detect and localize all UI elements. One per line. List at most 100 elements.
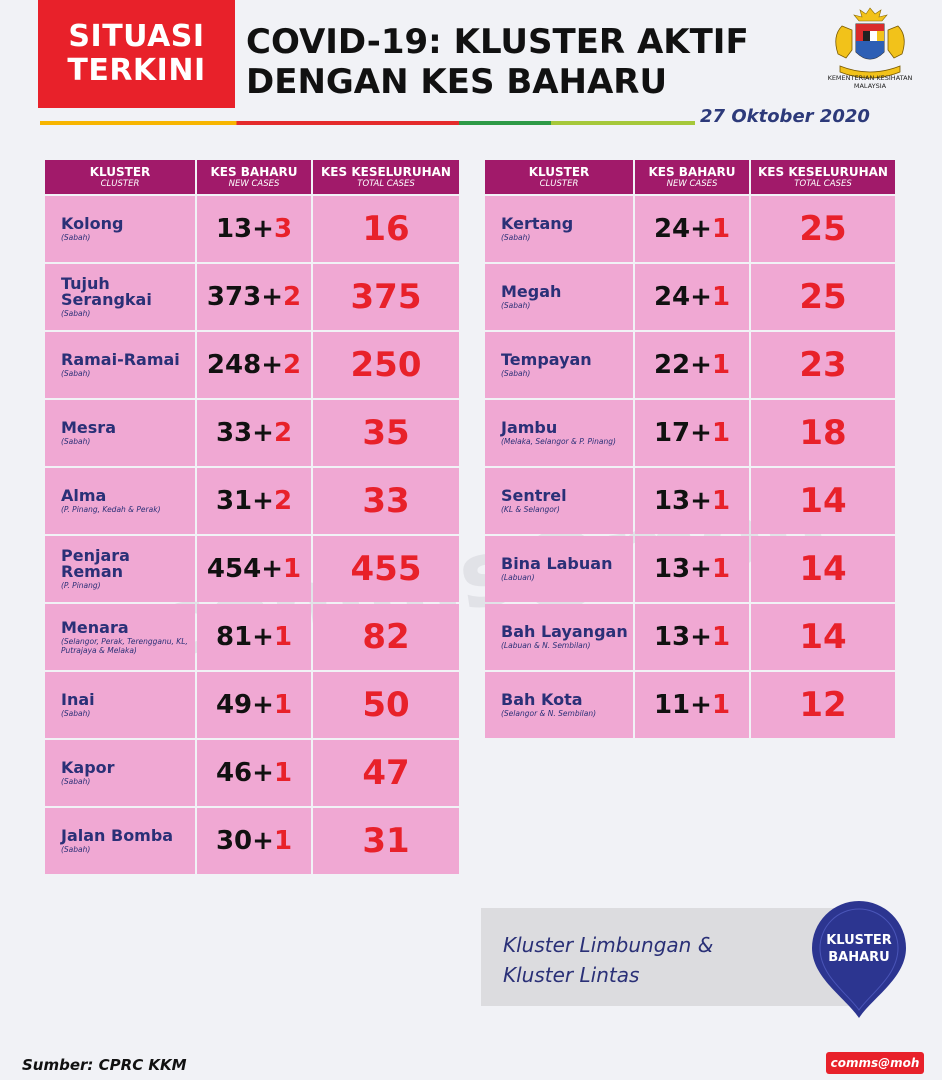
- cluster-name-cell: Jalan Bomba (Sabah): [45, 808, 195, 874]
- new-cases-cell: 11+1: [635, 672, 749, 738]
- cluster-name-cell: Mesra (Sabah): [45, 400, 195, 466]
- table-row: Mesra (Sabah) 33+2 35: [45, 400, 459, 466]
- cluster-name: Jalan Bomba: [61, 826, 174, 845]
- table-row: Kolong (Sabah) 13+3 16: [45, 196, 459, 262]
- previous-count: 30+: [215, 826, 274, 856]
- total-cases-cell: 25: [751, 264, 895, 330]
- badge-line1: SITUASI: [68, 19, 205, 54]
- cluster-name-cell: Kertang (Sabah): [485, 196, 633, 262]
- new-increment: 1: [711, 690, 731, 720]
- cluster-name: Kertang: [501, 214, 574, 233]
- new-cases-cell: 13+1: [635, 604, 749, 670]
- table-row: Jambu (Melaka, Selangor & P. Pinang) 17+1 1…: [485, 400, 895, 466]
- comms-logo: comms@moh: [826, 1052, 924, 1074]
- title-line1: COVID-19: KLUSTER AKTIF: [246, 22, 749, 62]
- new-cases-cell: 454+1: [197, 536, 311, 602]
- total-cases-cell: 23: [751, 332, 895, 398]
- cluster-region: (Sabah): [61, 309, 91, 318]
- cluster-name: Mesra: [61, 418, 116, 437]
- previous-count: 24+: [653, 214, 712, 244]
- new-increment: 1: [711, 214, 731, 244]
- total-cases-cell: 14: [751, 604, 895, 670]
- new-increment: 1: [711, 282, 731, 312]
- new-cluster-line2: Kluster Lintas: [503, 963, 640, 987]
- cluster-name-cell: Bah Kota (Selangor & N. Sembilan): [485, 672, 633, 738]
- total-cases-cell: 455: [313, 536, 459, 602]
- new-cases-cell: 13+3: [197, 196, 311, 262]
- new-increment: 1: [711, 486, 731, 516]
- new-cases-cell: 33+2: [197, 400, 311, 466]
- new-increment: 2: [273, 486, 293, 516]
- new-cases-cell: 46+1: [197, 740, 311, 806]
- new-increment: 1: [282, 554, 302, 584]
- cluster-region: (Sabah): [61, 437, 91, 446]
- total-cases-cell: 250: [313, 332, 459, 398]
- new-increment: 1: [711, 350, 731, 380]
- table-row: Inai (Sabah) 49+1 50: [45, 672, 459, 738]
- new-cluster-list: Kluster Limbungan & Kluster Lintas: [503, 930, 763, 990]
- title-line2: DENGAN KES BAHARU: [246, 62, 668, 102]
- cluster-name-cell: Kapor (Sabah): [45, 740, 195, 806]
- total-cases-cell: 18: [751, 400, 895, 466]
- cluster-name-cell: Bah Layangan (Labuan & N. Sembilan): [485, 604, 633, 670]
- cluster-name: Tempayan: [501, 350, 592, 369]
- cluster-name: Bah Layangan: [501, 622, 628, 641]
- cluster-region: (Sabah): [61, 369, 91, 378]
- cluster-name: Menara: [61, 617, 129, 637]
- cluster-region: (Sabah): [501, 369, 531, 378]
- total-cases-cell: 47: [313, 740, 459, 806]
- previous-count: 454+: [206, 554, 283, 584]
- previous-count: 11+: [653, 690, 712, 720]
- cluster-name-cell: Megah (Sabah): [485, 264, 633, 330]
- new-cluster-line1: Kluster Limbungan &: [503, 933, 714, 957]
- cluster-name: Tujuh Serangkai: [61, 274, 152, 309]
- header-total-cases: KES KESELURUHAN TOTAL CASES: [313, 160, 459, 194]
- pin-label-line2: BAHARU: [828, 950, 889, 965]
- new-cases-cell: 13+1: [635, 468, 749, 534]
- previous-count: 24+: [653, 282, 712, 312]
- cluster-name-cell: Alma (P. Pinang, Kedah & Perak): [45, 468, 195, 534]
- cluster-name-cell: Penjara Reman (P. Pinang): [45, 536, 195, 602]
- previous-count: 248+: [206, 350, 283, 380]
- cluster-name: Bah Kota: [501, 690, 583, 709]
- total-cases-cell: 82: [313, 604, 459, 670]
- cluster-name-cell: Tempayan (Sabah): [485, 332, 633, 398]
- table-header-row: KLUSTER CLUSTER KES BAHARU NEW CASES KES K…: [485, 160, 895, 194]
- cluster-name-cell: Jambu (Melaka, Selangor & P. Pinang): [485, 400, 633, 466]
- ministry-label: KEMENTERIAN KESIHATAN MALAYSIA: [800, 74, 940, 90]
- right-cluster-table: KLUSTER CLUSTER KES BAHARU NEW CASES KES K…: [483, 158, 897, 740]
- total-cases-cell: 35: [313, 400, 459, 466]
- new-cases-cell: 30+1: [197, 808, 311, 874]
- new-increment: 2: [282, 350, 302, 380]
- new-increment: 3: [273, 214, 293, 244]
- cluster-region: (Labuan & N. Sembilan): [501, 641, 591, 650]
- table-row: Bina Labuan (Labuan) 13+1 14: [485, 536, 895, 602]
- cluster-name-cell: Ramai-Ramai (Sabah): [45, 332, 195, 398]
- previous-count: 13+: [653, 554, 712, 584]
- cluster-region: (Sabah): [61, 709, 91, 718]
- new-cases-cell: 22+1: [635, 332, 749, 398]
- new-increment: 1: [273, 622, 293, 652]
- previous-count: 13+: [215, 214, 274, 244]
- cluster-name: Megah: [501, 282, 562, 301]
- table-row: Megah (Sabah) 24+1 25: [485, 264, 895, 330]
- table-row: Tempayan (Sabah) 22+1 23: [485, 332, 895, 398]
- color-divider: [40, 121, 695, 125]
- previous-count: 13+: [653, 486, 712, 516]
- table-header-row: KLUSTER CLUSTER KES BAHARU NEW CASES KES K…: [45, 160, 459, 194]
- table-row: Menara (Selangor, Perak, Terengganu, KL, …: [45, 604, 459, 670]
- cluster-name-cell: Inai (Sabah): [45, 672, 195, 738]
- cluster-region: (Sabah): [501, 301, 531, 310]
- header-new-cases: KES BAHARU NEW CASES: [635, 160, 749, 194]
- cluster-region: (Labuan): [501, 573, 535, 582]
- cluster-name: Kapor: [61, 758, 115, 777]
- table-row: Jalan Bomba (Sabah) 30+1 31: [45, 808, 459, 874]
- new-increment: 1: [273, 690, 293, 720]
- ministry-line1: KEMENTERIAN KESIHATAN: [827, 74, 913, 82]
- cluster-name: Sentrel: [501, 486, 567, 505]
- new-increment: 2: [282, 282, 302, 312]
- new-cases-cell: 248+2: [197, 332, 311, 398]
- badge-line2: TERKINI: [67, 53, 206, 88]
- cluster-name: Jambu: [501, 418, 558, 437]
- table-row: Ramai-Ramai (Sabah) 248+2 250: [45, 332, 459, 398]
